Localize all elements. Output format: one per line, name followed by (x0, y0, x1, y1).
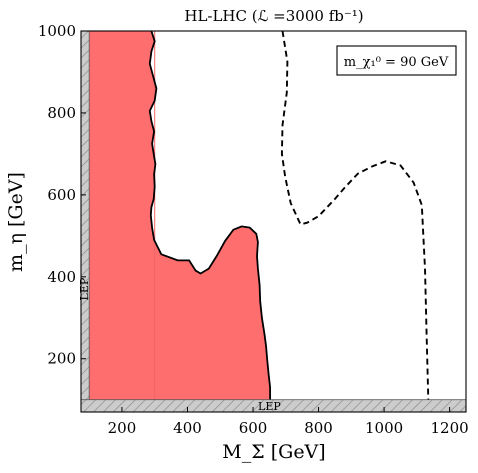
plot-area (81, 31, 466, 412)
lep-label-bottom: LEP (258, 400, 281, 413)
annotation-text: m_χ₁⁰ = 90 GeV (344, 55, 449, 70)
y-tick-label: 200 (47, 350, 76, 368)
x-tick-label: 1200 (431, 419, 469, 437)
excluded-region-boundary (148, 31, 271, 400)
axes-frame (80, 30, 467, 413)
y-axis-ticks: 200 400 600 800 1000 (38, 22, 86, 368)
x-tick-label: 800 (304, 419, 333, 437)
y-tick-label: 1000 (38, 22, 76, 40)
x-tick-label: 400 (173, 419, 202, 437)
annotation-frame (336, 45, 457, 76)
chart-title-text: HL-LHC (ℒ =3000 fb⁻¹) (184, 7, 363, 25)
lep-label-left: LEP (78, 277, 91, 300)
x-tick-label: 200 (108, 419, 137, 437)
y-tick-label: 400 (47, 268, 76, 286)
y-tick-label: 800 (47, 104, 76, 122)
lep-excluded-band-left (81, 31, 90, 412)
y-axis-label: m_η [GeV] (5, 172, 27, 272)
x-tick-label: 600 (239, 419, 268, 437)
y-tick-label: 600 (47, 186, 76, 204)
projected-reach-contour (280, 31, 430, 400)
chart-title: HL-LHC (ℒ =3000 fb⁻¹) (184, 7, 363, 25)
x-tick-label: 1000 (365, 419, 403, 437)
x-axis-label: M_Σ [GeV] (222, 441, 325, 463)
lep-excluded-band-bottom (81, 399, 466, 412)
x-axis-ticks: 200 400 600 800 1000 1200 (108, 407, 469, 437)
annotation-box: m_χ₁⁰ = 90 GeV (336, 45, 457, 76)
excluded-region (89, 31, 271, 400)
